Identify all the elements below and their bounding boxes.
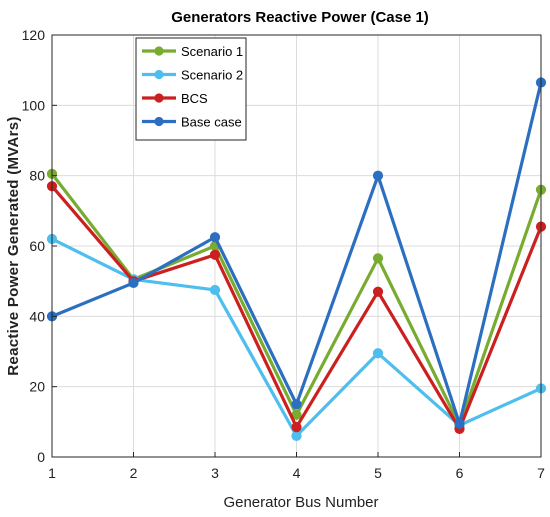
series-base-case	[46, 77, 547, 429]
y-tick-label: 80	[29, 168, 45, 184]
data-point	[372, 348, 384, 359]
y-axis-label: Reactive Power Generated (MVArs)	[5, 116, 22, 375]
data-point	[372, 286, 384, 297]
legend-marker	[154, 46, 164, 56]
data-point	[128, 277, 139, 289]
legend-marker	[154, 69, 164, 80]
data-point	[291, 422, 302, 433]
x-axis-label: Generator Bus Number	[223, 494, 378, 511]
data-point	[291, 399, 302, 410]
x-tick-label: 5	[374, 465, 382, 481]
y-axis-ticks: 0 20 40 60 80 100 120	[22, 27, 57, 465]
series-layer	[46, 77, 547, 441]
data-point	[209, 249, 221, 260]
x-axis-ticks: 1 2 3 4 5 6 7	[48, 452, 545, 481]
data-point	[209, 284, 221, 296]
legend-item: BCS	[142, 91, 208, 106]
legend-label: BCS	[181, 91, 208, 106]
data-point	[372, 170, 384, 181]
y-tick-label: 120	[22, 27, 46, 43]
legend: Scenario 1 Scenario 2 BCS Base case	[135, 37, 247, 141]
legend-marker	[154, 116, 164, 127]
x-tick-label: 1	[48, 465, 56, 481]
x-tick-label: 2	[130, 465, 138, 481]
legend-item: Base case	[142, 115, 242, 130]
y-tick-label: 40	[29, 308, 45, 324]
y-tick-label: 60	[29, 238, 45, 254]
x-tick-label: 7	[537, 465, 545, 481]
data-point	[454, 418, 465, 429]
legend-item: Scenario 2	[142, 68, 243, 83]
y-tick-label: 0	[37, 449, 45, 465]
legend-item: Scenario 1	[142, 44, 243, 59]
y-tick-label: 100	[22, 97, 46, 113]
data-point	[291, 430, 302, 441]
legend-label: Scenario 2	[181, 68, 243, 83]
data-point	[209, 232, 221, 243]
x-tick-label: 3	[211, 465, 219, 481]
y-tick-label: 20	[29, 379, 45, 395]
legend-marker	[154, 93, 164, 103]
legend-label: Base case	[181, 115, 242, 130]
x-tick-label: 4	[293, 465, 301, 481]
data-point	[372, 253, 384, 264]
x-tick-label: 6	[456, 465, 464, 481]
legend-label: Scenario 1	[181, 44, 243, 59]
chart-title: Generators Reactive Power (Case 1)	[171, 9, 429, 26]
